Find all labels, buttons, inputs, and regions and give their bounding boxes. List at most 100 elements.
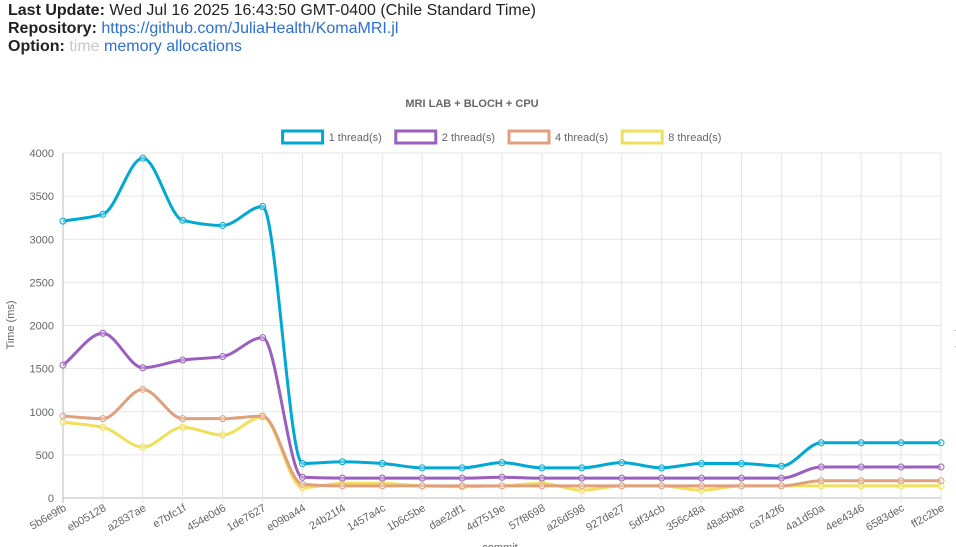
data-point[interactable] (59, 361, 67, 369)
data-point[interactable] (498, 482, 506, 490)
data-point[interactable] (937, 477, 945, 485)
data-point[interactable] (658, 482, 666, 490)
data-point[interactable] (937, 463, 945, 471)
data-point[interactable] (219, 353, 227, 361)
data-point[interactable] (857, 477, 865, 485)
data-point[interactable] (179, 415, 187, 423)
data-point[interactable] (498, 473, 506, 481)
data-point[interactable] (219, 221, 227, 229)
data-point[interactable] (777, 462, 785, 470)
data-point[interactable] (458, 482, 466, 490)
data-point[interactable] (737, 460, 745, 467)
option-time[interactable]: time (69, 38, 100, 55)
data-point[interactable] (658, 474, 666, 482)
data-point[interactable] (259, 334, 267, 342)
data-point[interactable] (139, 443, 147, 451)
data-point[interactable] (937, 482, 945, 490)
data-point[interactable] (618, 474, 626, 482)
data-point[interactable] (179, 356, 187, 364)
data-point[interactable] (298, 460, 306, 467)
data-point[interactable] (777, 474, 785, 482)
data-point[interactable] (219, 415, 227, 423)
data-point[interactable] (618, 482, 626, 490)
data-point[interactable] (179, 423, 187, 431)
x-tick-label: 927de27 (584, 502, 627, 534)
data-point[interactable] (219, 431, 227, 439)
data-point[interactable] (418, 482, 426, 490)
data-point[interactable] (458, 464, 466, 472)
series-line (62, 387, 941, 488)
data-point[interactable] (139, 364, 147, 372)
data-point[interactable] (99, 210, 107, 218)
data-point[interactable] (179, 216, 187, 224)
data-point[interactable] (259, 412, 267, 420)
data-point[interactable] (937, 439, 945, 447)
x-tick-label: e09ba44 (265, 502, 308, 534)
data-point[interactable] (298, 473, 306, 481)
data-point[interactable] (817, 482, 825, 490)
option-memory-allocations[interactable]: memory allocations (104, 38, 242, 55)
data-point[interactable] (418, 474, 426, 482)
x-tick-label: 4d7519e (464, 502, 507, 534)
legend[interactable]: 1 thread(s) 2 thread(s) 4 thread(s) 8 threa… (281, 129, 722, 145)
data-point[interactable] (618, 459, 626, 467)
data-point[interactable] (338, 474, 346, 482)
data-point[interactable] (817, 439, 825, 447)
data-point[interactable] (99, 415, 107, 423)
data-point[interactable] (578, 464, 586, 472)
data-point[interactable] (578, 474, 586, 482)
data-point[interactable] (59, 217, 67, 225)
data-point[interactable] (259, 202, 267, 210)
data-point[interactable] (338, 458, 346, 466)
data-point[interactable] (59, 418, 67, 426)
data-point[interactable] (99, 423, 107, 431)
data-point[interactable] (59, 412, 67, 420)
data-point[interactable] (538, 474, 546, 482)
x-tick-label: 4ee4346 (824, 502, 867, 534)
data-point[interactable] (897, 439, 905, 447)
data-point[interactable] (777, 482, 785, 490)
data-point[interactable] (378, 482, 386, 490)
data-point[interactable] (538, 482, 546, 490)
data-point[interactable] (378, 474, 386, 482)
y-axis-label: Time (ms) (5, 300, 17, 349)
data-point[interactable] (698, 460, 706, 467)
data-point[interactable] (139, 154, 147, 162)
data-point[interactable] (298, 480, 306, 488)
data-point[interactable] (897, 463, 905, 471)
repository-link[interactable]: https://github.com/JuliaHealth/KomaMRI.j… (101, 20, 399, 37)
legend-item[interactable]: 8 thread(s) (620, 129, 721, 145)
legend-swatch (394, 129, 438, 145)
data-point[interactable] (139, 385, 147, 393)
legend-item[interactable]: 1 thread(s) (281, 129, 382, 145)
data-point[interactable] (658, 464, 666, 472)
legend-item[interactable]: 2 thread(s) (394, 129, 495, 145)
data-point[interactable] (737, 474, 745, 482)
data-point[interactable] (857, 482, 865, 490)
x-tick-label: 454e0d6 (185, 502, 228, 534)
data-point[interactable] (538, 464, 546, 472)
data-point[interactable] (897, 482, 905, 490)
data-point[interactable] (458, 474, 466, 482)
data-point[interactable] (578, 482, 586, 490)
data-point[interactable] (698, 474, 706, 482)
legend-item[interactable]: 4 thread(s) (507, 129, 608, 145)
data-point[interactable] (857, 463, 865, 471)
data-point[interactable] (698, 482, 706, 490)
data-point[interactable] (817, 477, 825, 485)
data-point[interactable] (737, 482, 745, 490)
data-point[interactable] (378, 460, 386, 467)
y-tick-label: 1500 (30, 364, 54, 376)
data-point[interactable] (338, 482, 346, 490)
data-point[interactable] (418, 464, 426, 472)
data-point[interactable] (99, 329, 107, 337)
x-tick-label: dae2df1 (427, 502, 467, 532)
data-point[interactable] (498, 459, 506, 467)
data-point[interactable] (817, 463, 825, 471)
data-point[interactable] (857, 439, 865, 447)
y-tick-label: 1000 (30, 407, 54, 419)
y-tick-label: 2000 (30, 321, 54, 333)
data-point[interactable] (897, 477, 905, 485)
x-tick-label: eb05128 (65, 502, 108, 534)
